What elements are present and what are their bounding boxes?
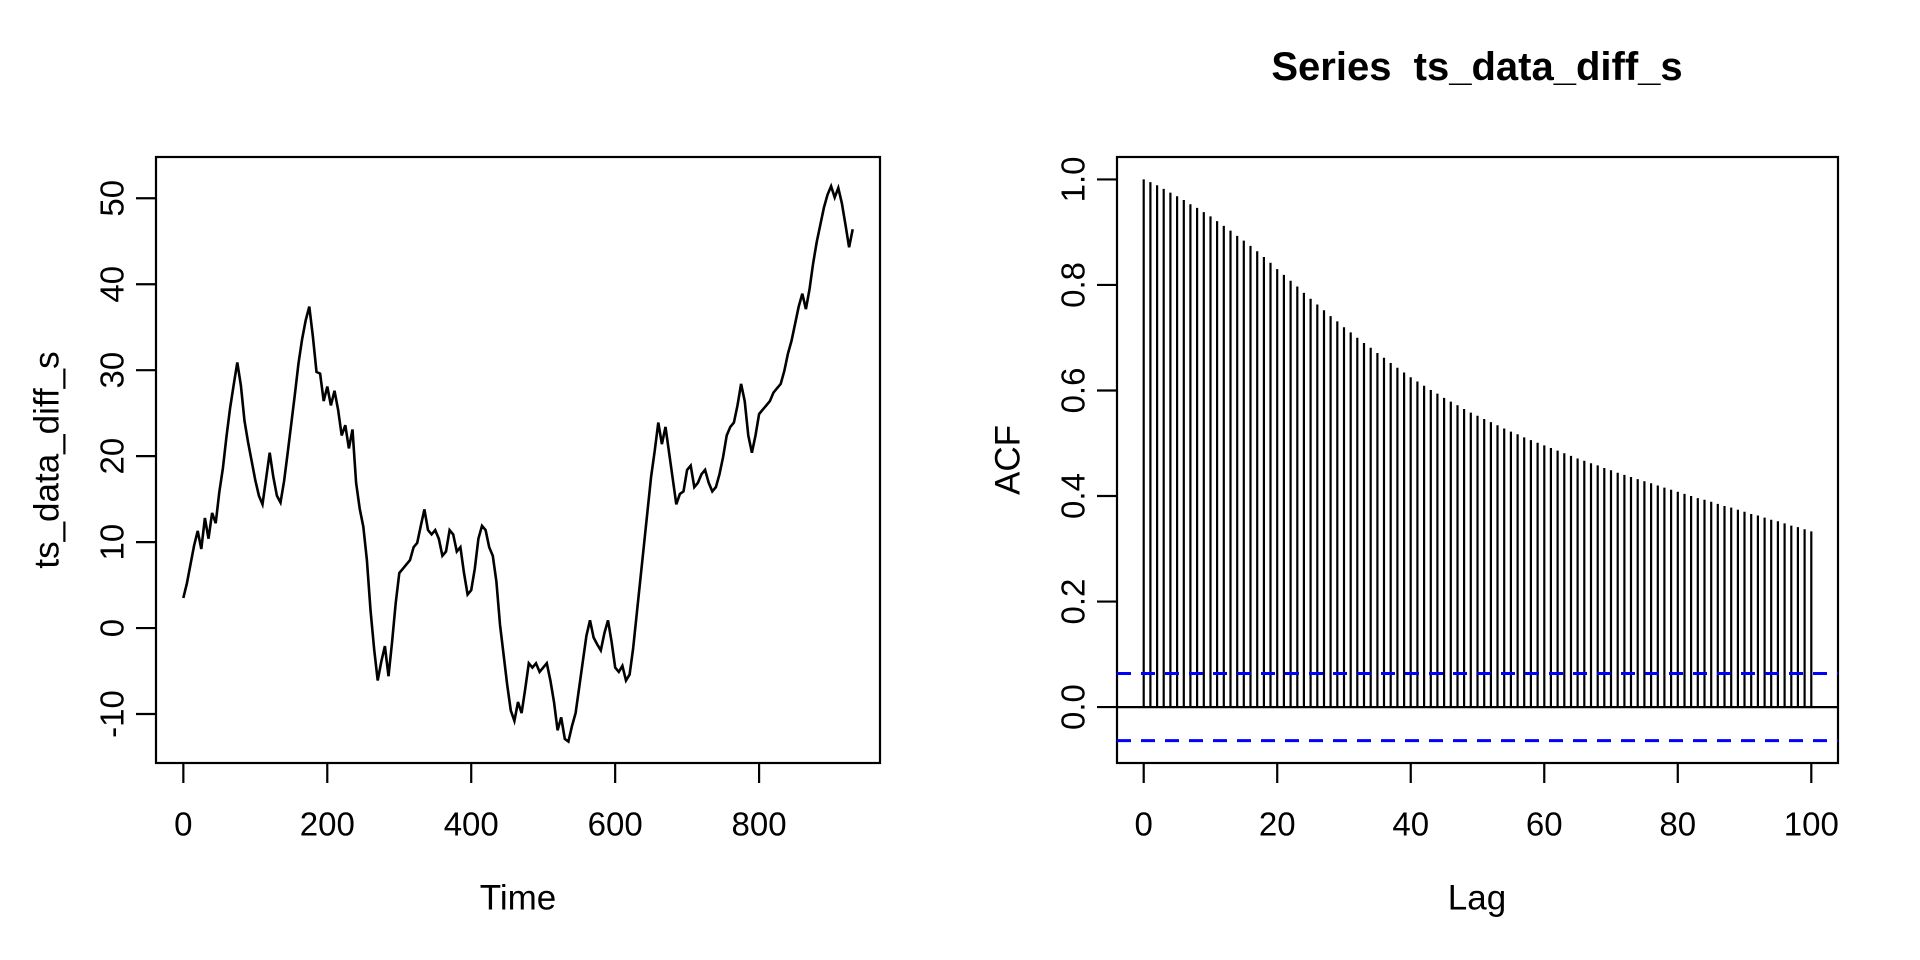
time-series-plot: 0 200 400 600 800 -10 0 10 20 30 40 50 Time ts_dat… xyxy=(28,155,882,918)
y-tick-label: 1.0 xyxy=(1055,156,1092,202)
x-tick-label: 200 xyxy=(300,806,355,843)
acf-x-axis-title: Lag xyxy=(1448,879,1506,918)
x-tick-label: 100 xyxy=(1784,806,1839,843)
acf-bars xyxy=(1142,179,1813,708)
acf-plot-title: Series ts_data_diff_s xyxy=(1271,45,1682,89)
ts-y-axis-title: ts_data_diff_s xyxy=(28,351,67,568)
y-tick-label: 0.6 xyxy=(1055,368,1092,414)
y-tick-label: 30 xyxy=(94,352,131,389)
y-tick-label: 40 xyxy=(94,266,131,303)
x-tick-label: 800 xyxy=(732,806,787,843)
y-tick-label: 10 xyxy=(94,524,131,561)
ts-x-axis-title: Time xyxy=(480,879,556,918)
y-tick-label: 50 xyxy=(94,180,131,217)
x-tick-label: 0 xyxy=(174,806,192,843)
x-tick-label: 60 xyxy=(1526,806,1563,843)
y-tick-label: 0 xyxy=(94,619,131,637)
y-tick-label: 0.0 xyxy=(1055,684,1092,730)
ts-series-line xyxy=(182,182,854,744)
y-tick-label: 0.8 xyxy=(1055,262,1092,308)
x-tick-label: 80 xyxy=(1659,806,1696,843)
ts-x-axis: 0 200 400 600 800 xyxy=(174,763,787,843)
y-tick-label: 0.2 xyxy=(1055,579,1092,625)
y-tick-label: -10 xyxy=(94,690,131,738)
y-tick-label: 0.4 xyxy=(1055,473,1092,519)
ts-plot-box xyxy=(154,155,882,765)
acf-x-axis: 0 20 40 60 80 100 xyxy=(1135,763,1839,843)
acf-y-axis: 0.0 0.2 0.4 0.6 0.8 1.0 xyxy=(1055,156,1117,730)
acf-plot: Series ts_data_diff_s 0 20 40 60 80 100 0.00.… xyxy=(989,45,1840,918)
x-tick-label: 40 xyxy=(1392,806,1429,843)
x-tick-label: 600 xyxy=(588,806,643,843)
x-tick-label: 20 xyxy=(1259,806,1296,843)
x-tick-label: 0 xyxy=(1135,806,1153,843)
acf-y-axis-title: ACF xyxy=(989,425,1028,495)
y-tick-label: 20 xyxy=(94,438,131,475)
ts-y-axis: -10 0 10 20 30 40 50 xyxy=(94,180,156,738)
acf-plot-box xyxy=(1115,155,1840,765)
x-tick-label: 400 xyxy=(444,806,499,843)
